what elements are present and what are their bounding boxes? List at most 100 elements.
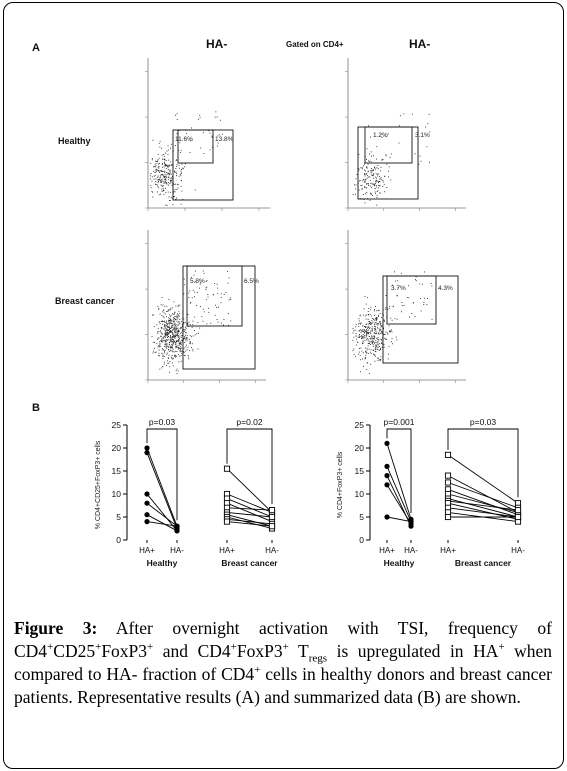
flow-event-dot bbox=[169, 314, 170, 316]
flow-event-dot bbox=[163, 176, 165, 177]
flow-event-dot bbox=[168, 299, 170, 300]
flow-plot-1: 11.6% 13.8% bbox=[145, 58, 270, 211]
pair-line bbox=[226, 502, 273, 523]
flow-event-dot bbox=[173, 190, 175, 192]
flow-event-dot bbox=[160, 304, 162, 306]
data-point bbox=[268, 507, 276, 514]
flow-event-dot bbox=[170, 147, 171, 149]
flow-event-dot bbox=[363, 330, 365, 332]
flow-event-dot bbox=[168, 326, 170, 328]
flow-event-dot bbox=[380, 166, 382, 168]
flow-event-dot bbox=[381, 331, 383, 333]
flow-event-dot bbox=[365, 350, 367, 352]
flow-event-dot bbox=[379, 346, 380, 348]
y-tick-label: 20 bbox=[112, 443, 122, 453]
flow-event-dot bbox=[372, 349, 374, 351]
flow-event-dot bbox=[364, 202, 366, 204]
flow-event-dot bbox=[380, 170, 382, 172]
flow-event-dot bbox=[365, 315, 367, 317]
flow-event-dot bbox=[165, 344, 167, 346]
flow-event-dot bbox=[192, 289, 194, 291]
flow-event-dot bbox=[162, 356, 164, 358]
flow-event-dot bbox=[192, 335, 194, 337]
flow-event-dot bbox=[375, 348, 376, 350]
flow-event-dot bbox=[174, 355, 176, 357]
flow-event-dot bbox=[161, 341, 163, 343]
flow-event-dot bbox=[365, 180, 366, 182]
flow-event-dot bbox=[171, 346, 173, 348]
flow-event-dot bbox=[165, 178, 167, 180]
pair-line bbox=[447, 500, 519, 511]
flow-event-dot bbox=[158, 330, 160, 332]
flow-event-dot bbox=[172, 335, 174, 337]
flow-event-dot bbox=[166, 172, 168, 173]
flow-event-dot bbox=[365, 324, 367, 325]
flow-event-dot bbox=[375, 327, 376, 329]
flow-event-dot bbox=[170, 315, 172, 316]
flow-event-dot bbox=[373, 310, 375, 312]
flow-event-dot bbox=[158, 321, 160, 323]
flow-event-dot bbox=[361, 338, 363, 340]
flow-event-dot bbox=[167, 320, 169, 322]
flow-event-dot bbox=[164, 351, 165, 353]
flow-event-dot bbox=[176, 373, 178, 374]
flow-event-dot bbox=[176, 328, 178, 330]
flow-event-dot bbox=[193, 330, 195, 332]
flow-event-dot bbox=[373, 346, 375, 347]
flow-event-dot bbox=[182, 167, 183, 169]
flow-event-dot bbox=[170, 320, 172, 322]
flow-event-dot bbox=[188, 338, 190, 340]
flow-event-dot bbox=[206, 323, 208, 325]
flow-event-dot bbox=[152, 196, 154, 198]
flow-event-dot bbox=[176, 318, 178, 320]
flow-event-dot bbox=[164, 325, 165, 327]
flow-event-dot bbox=[166, 329, 168, 331]
flow-event-dot bbox=[211, 136, 213, 138]
y-tick-label: 25 bbox=[355, 420, 365, 430]
flow-event-dot bbox=[163, 189, 164, 191]
flow-event-dot bbox=[181, 324, 183, 326]
flow-event-dot bbox=[161, 154, 163, 156]
flow-event-dot bbox=[171, 326, 172, 328]
flow-event-dot bbox=[373, 169, 374, 171]
flow-event-dot bbox=[376, 197, 378, 198]
flow-event-dot bbox=[370, 349, 372, 351]
flow-event-dot bbox=[408, 285, 409, 287]
flow-event-dot bbox=[378, 321, 380, 323]
flow-event-dot bbox=[178, 330, 180, 332]
flow-event-dot bbox=[352, 332, 354, 334]
flow-event-dot bbox=[170, 161, 172, 163]
flow-event-dot bbox=[370, 341, 372, 343]
caption-label: Figure 3: bbox=[14, 618, 98, 638]
flow-event-dot bbox=[158, 349, 160, 351]
flow-event-dot bbox=[386, 332, 388, 334]
flow-event-dot bbox=[173, 320, 175, 322]
flow-event-dot bbox=[212, 293, 214, 295]
flow-event-dot bbox=[174, 312, 176, 314]
flow-event-dot bbox=[158, 163, 159, 165]
flow-event-dot bbox=[390, 153, 392, 155]
flow-event-dot bbox=[169, 329, 171, 331]
flow-event-dot bbox=[150, 185, 152, 187]
flow-event-dot bbox=[379, 330, 380, 332]
flow-event-dot bbox=[420, 298, 421, 299]
flow-event-dot bbox=[380, 326, 382, 328]
flow-event-dot bbox=[169, 342, 170, 343]
p-value-label: p=0.02 bbox=[236, 417, 263, 427]
flow-event-dot bbox=[381, 179, 383, 181]
flow-event-dot bbox=[376, 190, 378, 192]
flow-event-dot bbox=[180, 348, 182, 349]
flow-event-dot bbox=[175, 344, 176, 346]
flow-event-dot bbox=[377, 346, 379, 348]
flow-event-dot bbox=[187, 355, 189, 356]
flow-event-dot bbox=[366, 323, 368, 325]
flow-event-dot bbox=[178, 361, 180, 363]
flow-event-dot bbox=[171, 324, 173, 326]
flow-event-dot bbox=[374, 342, 375, 344]
flow-event-dot bbox=[375, 318, 377, 320]
flow-event-dot bbox=[370, 344, 371, 345]
y-tick-label: 10 bbox=[112, 489, 122, 499]
flow-event-dot bbox=[371, 328, 373, 329]
